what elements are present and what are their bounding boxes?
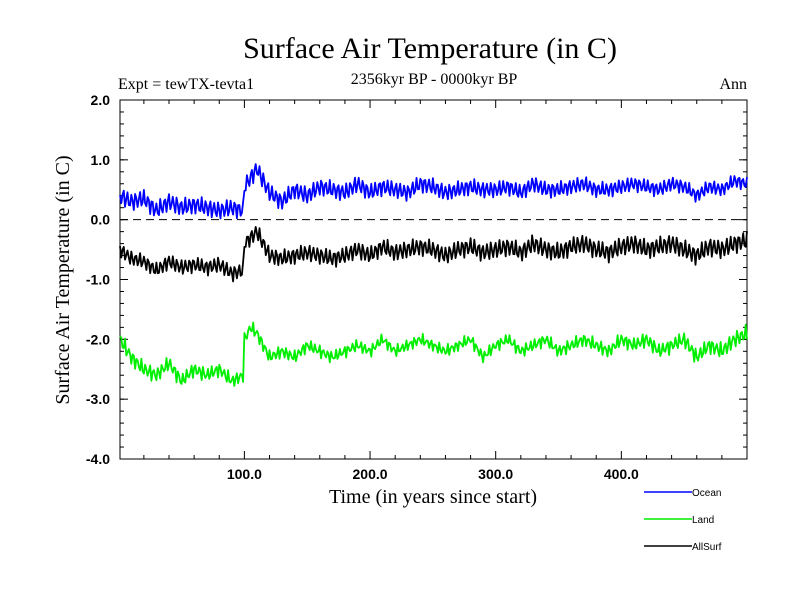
axis-ticks — [120, 99, 747, 460]
x-tick-label: 400.0 — [604, 466, 639, 482]
y-tick-label: -1.0 — [86, 272, 110, 288]
series-line-ocean — [119, 163, 748, 220]
series-line-land — [119, 321, 748, 387]
y-tick-label: -4.0 — [86, 451, 110, 467]
y-tick-label: 0.0 — [91, 212, 111, 228]
experiment-label: Expt = tewTX-tevta1 — [118, 76, 254, 93]
x-tick-label: 100.0 — [227, 466, 262, 482]
y-axis-label: Surface Air Temperature (in C) — [52, 155, 74, 404]
y-tick-label: -2.0 — [86, 331, 110, 347]
y-tick-label: 1.0 — [91, 152, 111, 168]
x-axis-label: Time (in years since start) — [329, 486, 537, 508]
season-label: Ann — [719, 76, 747, 93]
x-tick-label: 300.0 — [478, 466, 513, 482]
series-line-allsurf — [119, 225, 748, 283]
series-group — [119, 163, 748, 387]
axis-tick-labels: -4.0 -3.0 -2.0 -1.0 0.0 1.0 2.0 100.0 200.0 300.0… — [86, 92, 639, 482]
legend: Ocean Land AllSurf — [644, 488, 722, 553]
legend-label-land: Land — [692, 515, 714, 526]
plot-frame — [119, 99, 748, 460]
chart-subtitle: 2356kyr BP - 0000kyr BP — [351, 71, 518, 88]
chart-title: Surface Air Temperature (in C) — [243, 32, 617, 65]
y-tick-label: -3.0 — [86, 391, 110, 407]
legend-label-ocean: Ocean — [692, 488, 721, 499]
legend-label-allsurf: AllSurf — [692, 542, 722, 553]
y-tick-label: 2.0 — [91, 92, 111, 108]
x-tick-label: 200.0 — [353, 466, 388, 482]
